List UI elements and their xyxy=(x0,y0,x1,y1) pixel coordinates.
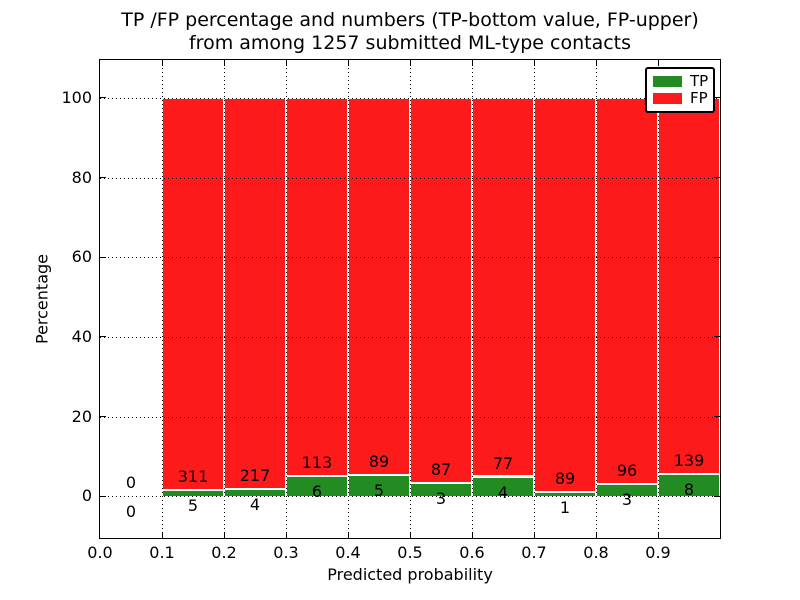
y-tick-right xyxy=(714,256,720,258)
legend-label: FP xyxy=(690,89,708,108)
tp-count-label: 0 xyxy=(125,502,137,522)
y-tick-left xyxy=(100,256,106,258)
fp-bar-segment xyxy=(534,97,596,492)
y-tick-left xyxy=(100,416,106,417)
fp-count-label: 89 xyxy=(554,468,576,488)
x-tick-bottom xyxy=(409,532,411,538)
y-tick-label: 20 xyxy=(71,406,92,426)
x-tick-top xyxy=(533,60,535,66)
fp-bar-segment xyxy=(472,97,534,477)
fp-count-label: 89 xyxy=(368,451,390,471)
fp-bar-segment xyxy=(286,97,348,477)
y-tick-left xyxy=(100,97,106,99)
fp-bar-segment xyxy=(224,97,286,489)
y-tick-right xyxy=(714,495,720,497)
x-gridline xyxy=(348,60,349,538)
legend-item-fp: FP xyxy=(653,89,708,108)
x-tick-top xyxy=(409,60,411,66)
tp-count-label: 8 xyxy=(683,480,695,500)
x-gridline xyxy=(596,60,597,538)
x-tick-top xyxy=(161,60,163,66)
fp-count-label: 96 xyxy=(616,461,638,481)
fp-count-label: 77 xyxy=(492,453,514,473)
tp-count-label: 1 xyxy=(559,497,571,517)
chart-title-line2: from among 1257 submitted ML-type contac… xyxy=(188,32,632,54)
tp-count-label: 6 xyxy=(311,482,323,502)
chart-title: TP /FP percentage and numbers (TP-bottom… xyxy=(121,9,699,55)
x-tick-label: 0.0 xyxy=(87,543,113,562)
x-tick-bottom xyxy=(285,532,287,538)
x-tick-label: 0.5 xyxy=(397,543,423,562)
x-gridline xyxy=(410,60,411,538)
y-tick-label: 80 xyxy=(71,167,92,187)
x-tick-bottom xyxy=(347,532,349,538)
fp-count-label: 87 xyxy=(430,459,452,479)
y-tick-label: 60 xyxy=(71,247,92,267)
x-tick-top xyxy=(657,60,659,66)
tp-swatch-icon xyxy=(653,75,682,87)
x-tick-label: 0.2 xyxy=(211,543,237,562)
tp-count-label: 5 xyxy=(187,495,199,515)
fp-count-label: 311 xyxy=(177,466,209,486)
fp-swatch-icon xyxy=(653,93,682,105)
tp-count-label: 4 xyxy=(249,494,261,514)
y-tick-right xyxy=(714,177,720,178)
x-tick-label: 0.3 xyxy=(273,543,299,562)
fp-bar-segment xyxy=(658,97,720,475)
x-gridline xyxy=(224,60,225,538)
x-tick-bottom xyxy=(533,532,535,538)
legend-label: TP xyxy=(690,71,709,90)
x-tick-top xyxy=(595,60,597,66)
fp-bar-segment xyxy=(410,97,472,483)
y-tick-label: 0 xyxy=(81,486,92,506)
tp-count-label: 3 xyxy=(621,490,633,510)
x-gridline xyxy=(658,60,659,538)
y-tick-right xyxy=(714,416,720,417)
x-tick-top xyxy=(471,60,473,66)
x-tick-label: 0.4 xyxy=(335,543,361,562)
tp-count-label: 5 xyxy=(373,480,385,500)
x-tick-label: 0.7 xyxy=(521,543,547,562)
fp-count-label: 217 xyxy=(239,465,271,485)
y-tick-right xyxy=(714,336,720,338)
chart-title-line1: TP /FP percentage and numbers (TP-bottom… xyxy=(121,9,699,31)
legend-item-tp: TP xyxy=(653,71,709,90)
fp-bar-segment xyxy=(348,97,410,475)
x-tick-label: 0.8 xyxy=(583,543,609,562)
x-tick-bottom xyxy=(471,532,473,538)
fp-count-label: 113 xyxy=(301,453,333,473)
y-tick-left xyxy=(100,495,106,497)
y-tick-right xyxy=(714,97,720,99)
x-tick-top xyxy=(223,60,225,66)
fp-bar-segment xyxy=(162,97,224,490)
x-gridline xyxy=(162,60,163,538)
tp-count-label: 3 xyxy=(435,488,447,508)
x-tick-label: 0.9 xyxy=(645,543,671,562)
legend: TP FP xyxy=(645,67,715,113)
tp-count-label: 4 xyxy=(497,482,509,502)
x-axis-label: Predicted probability xyxy=(327,565,493,584)
fp-count-label: 139 xyxy=(673,451,705,471)
x-tick-bottom xyxy=(161,532,163,538)
x-tick-bottom xyxy=(595,532,597,538)
y-tick-left xyxy=(100,177,106,178)
x-gridline xyxy=(286,60,287,538)
x-gridline xyxy=(472,60,473,538)
x-tick-top xyxy=(347,60,349,66)
x-tick-label: 0.1 xyxy=(149,543,175,562)
y-tick-label: 40 xyxy=(71,326,92,346)
fp-bar-segment xyxy=(596,97,658,485)
x-tick-bottom xyxy=(657,532,659,538)
x-tick-label: 0.6 xyxy=(459,543,485,562)
x-gridline xyxy=(534,60,535,538)
y-tick-left xyxy=(100,336,106,338)
x-tick-bottom xyxy=(223,532,225,538)
fp-count-label: 0 xyxy=(125,473,137,493)
x-tick-top xyxy=(285,60,287,66)
y-tick-label: 100 xyxy=(61,87,92,107)
